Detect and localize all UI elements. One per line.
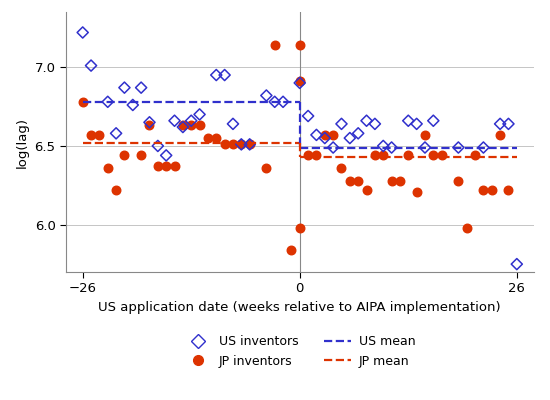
Point <box>187 118 196 124</box>
Point <box>245 141 254 148</box>
Point <box>153 143 162 149</box>
Point <box>279 99 288 105</box>
Point <box>387 178 396 184</box>
Point <box>304 113 312 119</box>
Point <box>496 121 504 127</box>
Point <box>429 152 438 158</box>
Point <box>395 178 404 184</box>
Point <box>220 141 229 148</box>
Point <box>145 122 154 129</box>
Point <box>262 92 271 99</box>
Point <box>404 152 412 158</box>
Point <box>379 143 388 149</box>
Point <box>304 152 312 158</box>
Point <box>354 178 362 184</box>
Legend: US inventors, JP inventors, US mean, JP mean: US inventors, JP inventors, US mean, JP … <box>184 336 415 368</box>
Point <box>287 247 296 253</box>
Point <box>437 152 446 158</box>
Point <box>237 141 246 148</box>
X-axis label: US application date (weeks relative to AIPA implementation): US application date (weeks relative to A… <box>98 301 501 314</box>
Point <box>178 124 187 130</box>
Point <box>87 132 96 138</box>
Point <box>362 118 371 124</box>
Point <box>270 42 279 48</box>
Point <box>337 121 346 127</box>
Point <box>78 99 87 105</box>
Point <box>354 130 362 136</box>
Point <box>387 144 396 151</box>
Y-axis label: log(lag): log(lag) <box>16 116 29 168</box>
Point <box>504 121 513 127</box>
Point <box>321 135 329 141</box>
Point <box>229 121 238 127</box>
Point <box>504 187 513 193</box>
Point <box>229 141 238 148</box>
Point <box>195 122 204 129</box>
Point <box>496 132 504 138</box>
Point <box>337 165 346 171</box>
Point <box>120 84 129 91</box>
Point <box>312 132 321 138</box>
Point <box>329 132 338 138</box>
Point <box>312 152 321 158</box>
Point <box>362 187 371 193</box>
Point <box>421 132 430 138</box>
Point <box>421 144 430 151</box>
Point <box>479 187 488 193</box>
Point <box>204 135 212 141</box>
Point <box>212 135 221 141</box>
Point <box>454 178 463 184</box>
Point <box>112 187 120 193</box>
Point <box>329 144 338 151</box>
Point <box>463 225 471 231</box>
Point <box>137 152 146 158</box>
Point <box>345 135 354 141</box>
Point <box>220 72 229 78</box>
Point <box>103 99 112 105</box>
Point <box>237 141 246 148</box>
Point <box>153 163 162 170</box>
Point <box>321 132 329 138</box>
Point <box>87 62 96 69</box>
Point <box>429 118 438 124</box>
Point <box>379 152 388 158</box>
Point <box>479 144 488 151</box>
Point <box>295 78 304 84</box>
Point <box>295 80 304 86</box>
Point <box>170 163 179 170</box>
Point <box>212 72 221 78</box>
Point <box>120 152 129 158</box>
Point <box>412 188 421 195</box>
Point <box>162 163 170 170</box>
Point <box>195 111 204 118</box>
Point <box>95 132 104 138</box>
Point <box>487 187 496 193</box>
Point <box>262 165 271 171</box>
Point <box>112 130 120 136</box>
Point <box>187 122 196 129</box>
Point <box>245 141 254 148</box>
Point <box>295 225 304 231</box>
Point <box>137 84 146 91</box>
Point <box>371 121 380 127</box>
Point <box>178 122 187 129</box>
Point <box>404 118 412 124</box>
Point <box>471 152 480 158</box>
Point <box>295 42 304 48</box>
Point <box>371 152 380 158</box>
Point <box>170 118 179 124</box>
Point <box>103 165 112 171</box>
Point <box>162 152 170 158</box>
Point <box>513 261 521 267</box>
Point <box>412 121 421 127</box>
Point <box>78 29 87 36</box>
Point <box>128 102 137 108</box>
Point <box>145 119 154 126</box>
Point <box>270 99 279 105</box>
Point <box>454 144 463 151</box>
Point <box>345 178 354 184</box>
